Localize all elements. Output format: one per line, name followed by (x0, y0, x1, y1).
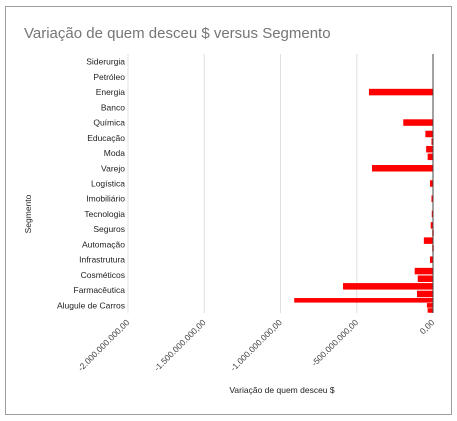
bar (427, 308, 433, 313)
chart-title: Variação de quem desceu $ versus Segment… (24, 25, 331, 42)
bar (416, 290, 433, 298)
category-label: Imobiliário (86, 194, 125, 204)
x-tick-labels: -2.000.000.000,00 -1.500.000.000,00 -1.000… (76, 317, 437, 373)
bar (294, 298, 433, 303)
bar (414, 267, 433, 275)
bar (431, 138, 433, 145)
x-tick-label: 0,00 (418, 317, 437, 336)
bar (427, 153, 433, 161)
bar (343, 283, 433, 290)
category-label: Seguros (93, 224, 125, 234)
category-label: Siderurgia (86, 57, 125, 67)
category-label: Cosméticos (81, 270, 125, 280)
category-label: Alugule de Carros (57, 300, 125, 310)
bar (423, 237, 433, 244)
x-tick-label: -1.500.000.000,00 (152, 317, 208, 373)
bar (430, 222, 433, 229)
bar (417, 275, 433, 282)
category-label: Logística (91, 179, 125, 189)
x-tick-label: -1.000.000.000,00 (228, 317, 284, 373)
chart-frame (5, 6, 452, 415)
bar (431, 195, 433, 202)
category-label: Banco (101, 102, 125, 112)
x-tick-label: -500.000.000,00 (309, 317, 360, 368)
x-tick-label: -2.000.000.000,00 (76, 317, 132, 373)
grid-lines (127, 54, 358, 313)
category-label: Moda (104, 148, 126, 158)
category-label: Farmacêutica (74, 285, 126, 295)
category-label: Tecnologia (84, 209, 125, 219)
category-labels: Siderurgia Petróleo Energia Banco Química Edu… (57, 57, 125, 311)
bar (426, 303, 433, 308)
category-label: Educação (87, 133, 125, 143)
bar (429, 180, 433, 187)
bar (425, 130, 433, 138)
category-label: Petróleo (93, 72, 125, 82)
category-label: Automação (82, 239, 125, 249)
bar (426, 145, 433, 153)
bars (294, 88, 434, 313)
category-label: Infrastrutura (79, 255, 125, 265)
category-label: Varejo (101, 163, 125, 173)
y-axis-title: Segmento (23, 194, 33, 233)
bar (429, 256, 433, 263)
x-axis-title: Variação de quem desceu $ (229, 385, 334, 395)
category-label: Química (93, 118, 125, 128)
bar (372, 165, 433, 172)
bar (403, 119, 433, 126)
bar (368, 88, 433, 96)
category-label: Energia (96, 87, 126, 97)
